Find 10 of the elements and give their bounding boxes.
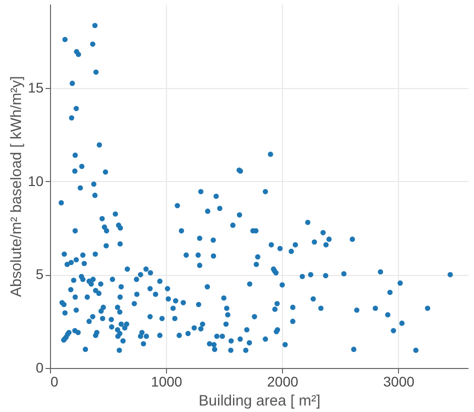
x-axis-title: Building area [ m²] xyxy=(198,392,320,410)
y-axis-title: Absolute/m² baseload [ kWh/m²y] xyxy=(8,76,25,297)
y-tick-label: 5 xyxy=(36,266,44,282)
x-tick-label: 2000 xyxy=(267,374,299,390)
y-tick-label: 10 xyxy=(28,172,44,189)
x-tick-label: 1000 xyxy=(151,374,182,390)
x-tick-label: 0 xyxy=(50,374,58,390)
y-tick-label: 0 xyxy=(36,360,44,376)
y-tick-label: 15 xyxy=(28,80,44,96)
x-tick-label: 3000 xyxy=(383,374,415,390)
